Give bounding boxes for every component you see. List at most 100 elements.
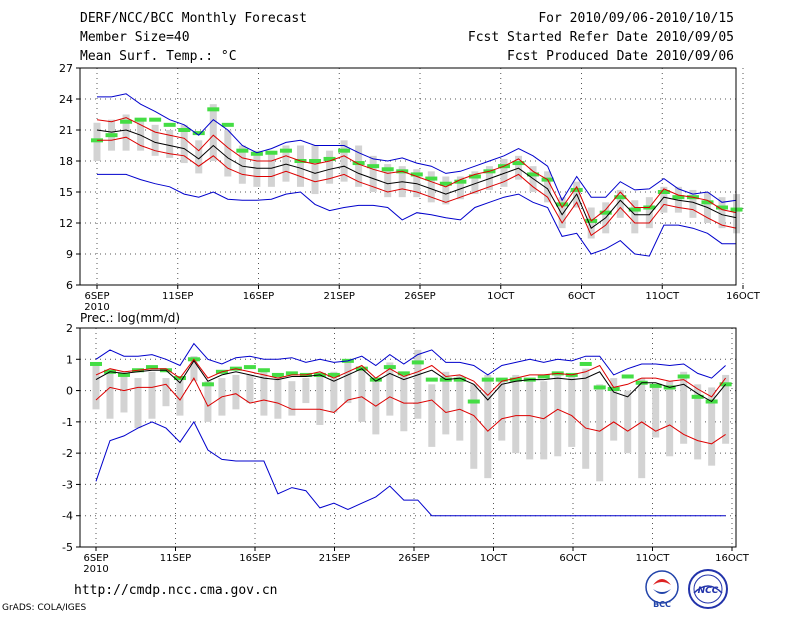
ensemble-box bbox=[471, 171, 479, 195]
min-line bbox=[97, 173, 737, 257]
climate-mark bbox=[599, 210, 612, 215]
ensemble-box bbox=[733, 194, 741, 234]
ensemble-box bbox=[326, 150, 334, 184]
ensemble-box bbox=[616, 189, 624, 218]
forecast-period: For 2010/09/06-2010/10/15 bbox=[538, 11, 734, 26]
climate-mark bbox=[657, 190, 670, 194]
ensemble-box bbox=[470, 384, 478, 469]
ensemble-mean-line bbox=[96, 129, 737, 229]
forecast-produced-date: Fcst Produced Date 2010/09/06 bbox=[507, 49, 734, 64]
climate-mark bbox=[481, 377, 494, 382]
climate-mark bbox=[468, 174, 481, 179]
ensemble-box bbox=[544, 171, 552, 203]
climate-mark bbox=[117, 372, 130, 377]
ensemble-box bbox=[92, 365, 100, 410]
y-tick-label: -2 bbox=[62, 447, 73, 460]
ensemble-box bbox=[176, 378, 184, 416]
climate-mark bbox=[323, 156, 336, 161]
variable-label: Mean Surf. Temp.: °C bbox=[80, 49, 237, 64]
precip-panel-title: Prec.: log(mm/d) bbox=[80, 311, 180, 325]
ensemble-box bbox=[330, 371, 338, 413]
climate-mark bbox=[243, 365, 256, 370]
climate-mark bbox=[453, 377, 466, 382]
climate-mark bbox=[579, 361, 592, 366]
climate-mark bbox=[467, 399, 480, 404]
climate-mark bbox=[285, 371, 298, 376]
y-tick-label: 12 bbox=[59, 217, 73, 230]
y-tick-label: 1 bbox=[66, 353, 73, 366]
climate-mark bbox=[614, 195, 627, 200]
ensemble-box bbox=[162, 378, 170, 407]
spread-upper-line bbox=[96, 117, 737, 222]
plot-frame bbox=[79, 67, 737, 286]
ensemble-box bbox=[316, 371, 324, 425]
climate-mark bbox=[257, 368, 270, 373]
x-tick-label: 16OCT bbox=[726, 291, 761, 302]
x-tick-label: 21SEP bbox=[324, 291, 355, 302]
climate-mark bbox=[134, 117, 147, 122]
ensemble-box bbox=[106, 371, 114, 419]
climate-mark bbox=[556, 202, 569, 207]
climate-mark bbox=[309, 159, 322, 163]
ensemble-box bbox=[568, 374, 576, 447]
chart-title: DERF/NCC/BCC Monthly Forecast bbox=[80, 11, 307, 26]
ensemble-box bbox=[624, 390, 632, 454]
ensemble-box bbox=[485, 166, 493, 190]
climate-mark bbox=[145, 365, 158, 370]
ensemble-box bbox=[224, 130, 232, 177]
ensemble-box bbox=[288, 381, 296, 416]
ensemble-box bbox=[253, 150, 261, 187]
y-tick-label: -3 bbox=[62, 478, 73, 491]
ensemble-box bbox=[652, 384, 660, 438]
ensemble-box bbox=[195, 140, 203, 174]
ensemble-box bbox=[718, 197, 726, 229]
ensemble-box bbox=[204, 381, 212, 422]
climate-mark bbox=[236, 148, 249, 153]
climate-mark bbox=[192, 131, 205, 136]
climate-mark bbox=[383, 365, 396, 370]
y-tick-label: 27 bbox=[59, 62, 73, 75]
ensemble-box bbox=[148, 371, 156, 419]
x-tick-label: 1OCT bbox=[487, 291, 515, 302]
climate-mark bbox=[719, 382, 732, 387]
climate-mark bbox=[397, 371, 410, 376]
ensemble-box bbox=[582, 368, 590, 469]
climate-mark bbox=[716, 205, 729, 210]
climate-mark bbox=[512, 161, 525, 166]
ncc-logo: NCC bbox=[688, 569, 728, 609]
climate-mark bbox=[677, 374, 690, 379]
ensemble-box bbox=[180, 124, 188, 164]
ensemble-box bbox=[645, 197, 653, 229]
source-url[interactable]: http://cmdp.ncc.cma.gov.cn bbox=[74, 583, 278, 598]
ensemble-box bbox=[311, 145, 319, 195]
ensemble-box bbox=[340, 140, 348, 182]
ensemble-box bbox=[456, 176, 464, 200]
x-tick-label: 26SEP bbox=[398, 553, 429, 564]
plot-frame bbox=[79, 327, 737, 548]
climate-mark bbox=[672, 195, 685, 200]
climate-mark bbox=[425, 377, 438, 382]
y-tick-label: 6 bbox=[66, 279, 73, 292]
ensemble-box bbox=[355, 145, 363, 187]
ensemble-box bbox=[296, 145, 304, 187]
ensemble-box bbox=[260, 371, 268, 416]
ensemble-box bbox=[414, 349, 422, 419]
min-line bbox=[95, 420, 726, 517]
ensemble-box bbox=[302, 378, 310, 404]
climate-mark bbox=[509, 377, 522, 382]
climate-mark bbox=[250, 151, 263, 156]
ensemble-box bbox=[358, 368, 366, 422]
ensemble-box bbox=[386, 362, 394, 416]
ensemble-box bbox=[610, 378, 618, 441]
ensemble-box bbox=[456, 374, 464, 441]
ensemble-box bbox=[134, 378, 142, 429]
x-tick-label: 21SEP bbox=[319, 553, 350, 564]
ensemble-box bbox=[722, 374, 730, 444]
ensemble-box bbox=[166, 130, 174, 158]
ensemble-box bbox=[190, 356, 198, 382]
x-tick-label: 11OCT bbox=[636, 553, 671, 564]
ensemble-box bbox=[666, 381, 674, 457]
ensemble-box bbox=[526, 378, 534, 460]
